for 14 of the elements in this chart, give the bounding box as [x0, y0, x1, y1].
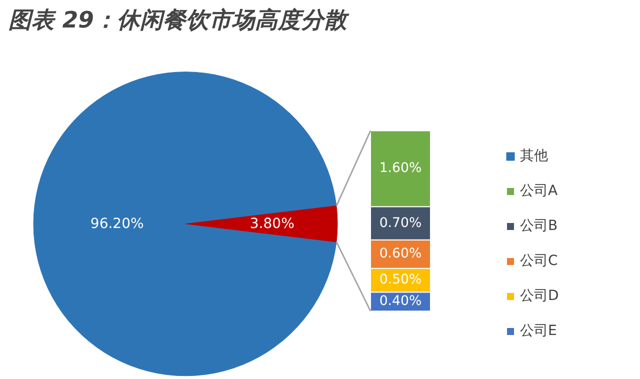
legend-label: 公司D	[520, 287, 559, 306]
data-label: 96.20%	[90, 216, 144, 232]
data-label: 0.50%	[379, 272, 422, 288]
data-label: 3.80%	[250, 216, 294, 232]
legend-label: 其他	[520, 147, 548, 166]
legend-label: 公司E	[520, 322, 557, 341]
legend-label: 公司A	[520, 182, 558, 201]
legend-label: 公司B	[520, 217, 558, 236]
data-label: 0.70%	[379, 216, 422, 231]
data-label: 1.60%	[379, 161, 422, 176]
data-label: 0.40%	[379, 294, 422, 310]
legend-label: 公司C	[520, 252, 558, 271]
data-label: 0.60%	[379, 246, 422, 262]
chart-title: 图表 29：休闲餐饮市场高度分散	[8, 8, 350, 34]
